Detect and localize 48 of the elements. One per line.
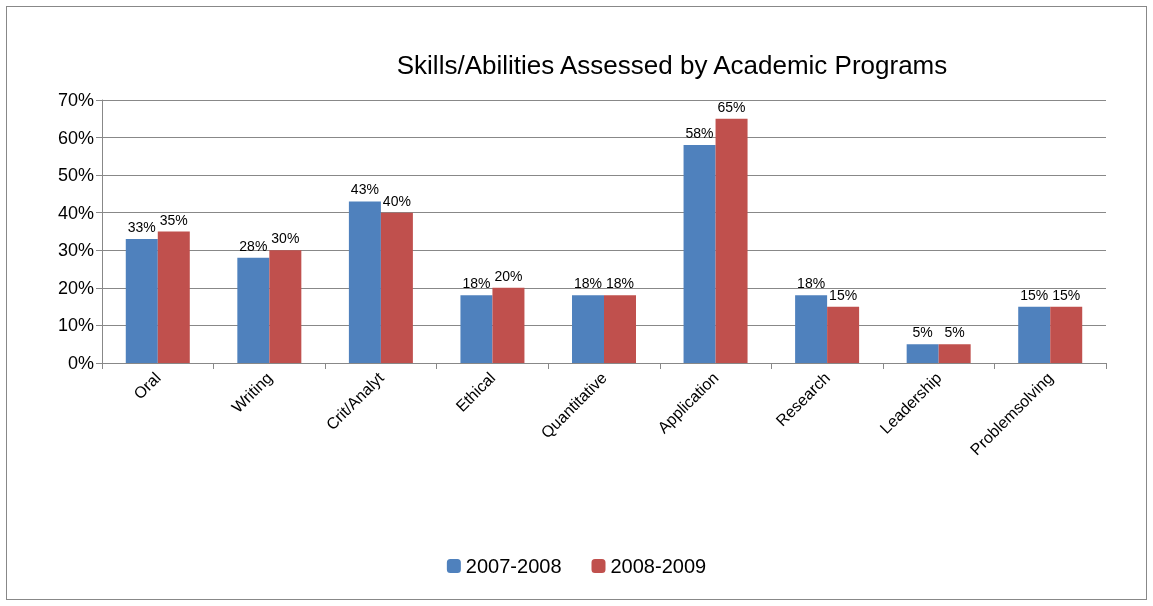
bar [237, 257, 270, 363]
bar [348, 201, 381, 363]
y-tick-label: 20% [57, 277, 94, 298]
legend-label: 2008-2009 [610, 555, 707, 577]
data-label: 5% [944, 324, 965, 341]
bar [460, 295, 493, 363]
bar [269, 250, 302, 363]
data-label: 65% [717, 98, 746, 115]
bar [604, 295, 636, 363]
bar [827, 306, 860, 363]
y-tick-label: 0% [67, 353, 94, 373]
bar [795, 295, 828, 363]
data-label: 18% [462, 275, 491, 292]
data-label: 30% [271, 230, 300, 247]
bar [906, 344, 939, 363]
x-tick-label: Oral [130, 368, 164, 403]
bar [157, 231, 190, 363]
data-label: 18% [797, 275, 826, 292]
bar [125, 239, 158, 363]
data-label: 58% [685, 125, 714, 142]
legend-label: 2007-2008 [465, 555, 562, 577]
chart-title: Skills/Abilities Assessed by Academic Programs [396, 50, 948, 80]
bar [492, 287, 525, 363]
data-label: 5% [912, 324, 933, 341]
data-label: 20% [494, 267, 523, 284]
bar [572, 295, 604, 363]
data-label: 15% [1052, 286, 1081, 303]
y-tick-label: 60% [57, 127, 94, 148]
data-label: 18% [605, 275, 635, 292]
data-label: 43% [350, 181, 379, 198]
bar [938, 344, 971, 363]
bar [1050, 306, 1083, 363]
data-label: 28% [239, 237, 268, 254]
y-tick-label: 10% [57, 315, 94, 336]
data-label: 15% [1020, 286, 1049, 303]
bar [715, 118, 748, 363]
data-label: 15% [829, 286, 858, 303]
y-tick-label: 70% [57, 90, 94, 110]
y-tick-label: 30% [57, 240, 94, 261]
data-label: 40% [382, 192, 411, 209]
data-label: 33% [127, 219, 156, 236]
bar [1018, 306, 1051, 363]
data-label: 18% [573, 275, 603, 292]
bar [683, 145, 716, 363]
bar [380, 212, 413, 363]
data-label: 35% [159, 211, 188, 228]
y-tick-label: 40% [57, 202, 94, 223]
y-tick-label: 50% [57, 165, 94, 186]
